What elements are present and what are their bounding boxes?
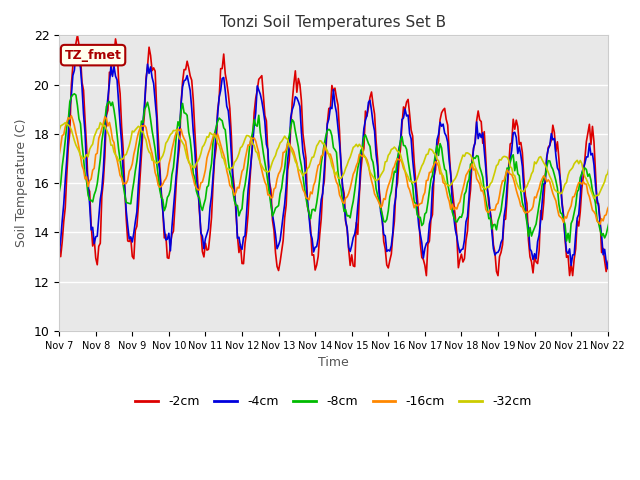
Title: Tonzi Soil Temperatures Set B: Tonzi Soil Temperatures Set B: [220, 15, 447, 30]
Y-axis label: Soil Temperature (C): Soil Temperature (C): [15, 119, 28, 247]
Text: TZ_fmet: TZ_fmet: [65, 48, 122, 61]
Legend: -2cm, -4cm, -8cm, -16cm, -32cm: -2cm, -4cm, -8cm, -16cm, -32cm: [131, 390, 536, 413]
X-axis label: Time: Time: [318, 356, 349, 369]
